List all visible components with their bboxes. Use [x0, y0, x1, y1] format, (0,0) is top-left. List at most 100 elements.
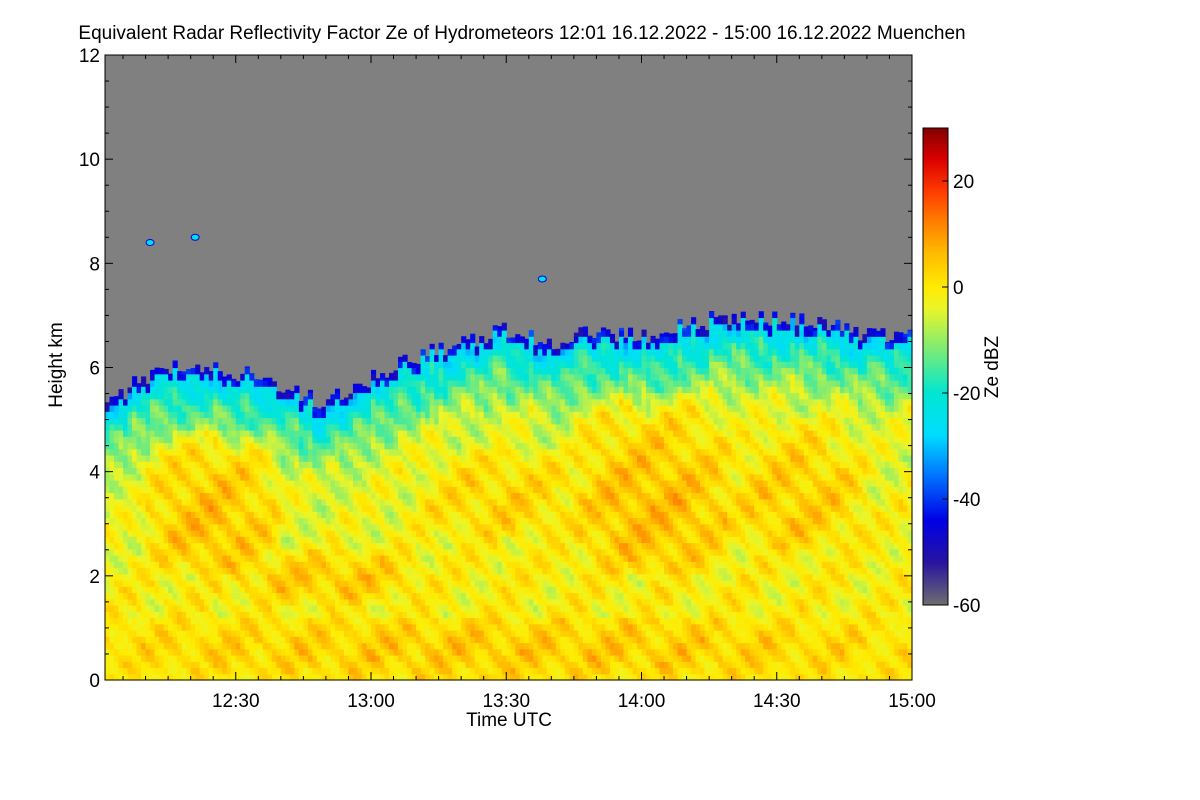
- reflectivity-cell: [542, 548, 548, 556]
- reflectivity-cell: [339, 548, 345, 556]
- reflectivity-cell: [461, 361, 467, 369]
- reflectivity-cell: [159, 380, 165, 387]
- reflectivity-cell: [240, 542, 246, 550]
- reflectivity-cell: [168, 511, 174, 519]
- reflectivity-cell: [118, 436, 124, 444]
- reflectivity-cell: [321, 555, 327, 562]
- reflectivity-cell: [375, 592, 381, 600]
- reflectivity-cell: [479, 548, 485, 556]
- reflectivity-cell: [479, 411, 485, 419]
- reflectivity-cell: [524, 592, 530, 600]
- reflectivity-cell: [172, 392, 178, 400]
- reflectivity-cell: [298, 655, 304, 662]
- reflectivity-cell: [249, 530, 255, 537]
- reflectivity-cell: [452, 617, 458, 625]
- reflectivity-cell: [285, 423, 291, 431]
- reflectivity-cell: [402, 573, 408, 581]
- reflectivity-cell: [488, 392, 494, 400]
- reflectivity-cell: [551, 636, 557, 644]
- reflectivity-cell: [352, 661, 359, 669]
- reflectivity-cell: [537, 373, 543, 381]
- reflectivity-cell: [361, 473, 368, 481]
- reflectivity-cell: [429, 411, 435, 419]
- reflectivity-cell: [204, 430, 210, 437]
- reflectivity-cell: [339, 617, 345, 625]
- reflectivity-cell: [190, 623, 196, 631]
- reflectivity-cell: [213, 473, 219, 481]
- reflectivity-cell: [510, 367, 516, 375]
- reflectivity-cell: [307, 511, 313, 519]
- reflectivity-cell: [307, 655, 313, 662]
- reflectivity-cell: [253, 398, 259, 406]
- reflectivity-cell: [222, 667, 228, 675]
- reflectivity-cell: [109, 573, 115, 581]
- reflectivity-cell: [199, 430, 205, 437]
- reflectivity-cell: [154, 661, 160, 669]
- reflectivity-cell: [398, 673, 404, 681]
- reflectivity-cell: [168, 567, 174, 575]
- reflectivity-cell: [105, 605, 111, 612]
- reflectivity-cell: [276, 561, 282, 569]
- reflectivity-cell: [528, 467, 534, 475]
- reflectivity-cell: [172, 555, 178, 562]
- reflectivity-cell: [384, 561, 390, 569]
- reflectivity-cell: [208, 573, 214, 581]
- reflectivity-cell: [114, 417, 120, 425]
- reflectivity-cell: [154, 380, 160, 387]
- reflectivity-cell: [226, 405, 232, 412]
- reflectivity-cell: [519, 530, 525, 537]
- reflectivity-cell: [533, 548, 539, 556]
- reflectivity-cell: [380, 642, 386, 650]
- reflectivity-cell: [186, 661, 192, 669]
- reflectivity-cell: [352, 555, 359, 562]
- reflectivity-cell: [434, 355, 440, 362]
- reflectivity-cell: [316, 492, 322, 500]
- reflectivity-cell: [190, 442, 196, 450]
- reflectivity-cell: [370, 480, 377, 487]
- reflectivity-cell: [370, 411, 377, 419]
- reflectivity-cell: [546, 373, 552, 381]
- reflectivity-cell: [537, 455, 543, 462]
- reflectivity-cell: [389, 373, 395, 381]
- reflectivity-cell: [425, 611, 431, 619]
- reflectivity-cell: [168, 561, 174, 569]
- reflectivity-cell: [492, 325, 498, 331]
- reflectivity-cell: [429, 492, 435, 500]
- reflectivity-cell: [339, 467, 345, 475]
- reflectivity-cell: [118, 667, 124, 675]
- reflectivity-cell: [483, 480, 489, 487]
- reflectivity-cell: [398, 561, 404, 569]
- reflectivity-cell: [276, 673, 282, 681]
- reflectivity-cell: [492, 442, 498, 450]
- reflectivity-cell: [177, 573, 183, 581]
- reflectivity-cell: [307, 536, 313, 544]
- reflectivity-cell: [533, 455, 539, 462]
- reflectivity-cell: [470, 561, 476, 569]
- reflectivity-cell: [222, 536, 228, 544]
- reflectivity-cell: [231, 605, 237, 612]
- reflectivity-cell: [474, 530, 480, 537]
- reflectivity-cell: [389, 542, 395, 550]
- reflectivity-cell: [533, 611, 539, 619]
- reflectivity-cell: [240, 405, 246, 412]
- reflectivity-cell: [276, 467, 282, 475]
- reflectivity-cell: [231, 630, 237, 637]
- reflectivity-cell: [240, 567, 246, 575]
- reflectivity-cell: [249, 442, 255, 450]
- reflectivity-cell: [249, 467, 255, 475]
- reflectivity-cell: [533, 373, 539, 381]
- reflectivity-cell: [343, 511, 350, 519]
- reflectivity-cell: [384, 442, 390, 450]
- reflectivity-cell: [168, 573, 174, 581]
- reflectivity-cell: [163, 530, 169, 537]
- reflectivity-cell: [447, 480, 453, 487]
- reflectivity-cell: [443, 573, 449, 581]
- reflectivity-cell: [271, 517, 277, 525]
- reflectivity-cell: [262, 480, 268, 487]
- reflectivity-cell: [366, 536, 372, 544]
- reflectivity-cell: [276, 455, 282, 462]
- reflectivity-cell: [519, 355, 525, 362]
- reflectivity-cell: [434, 380, 440, 387]
- reflectivity-cell: [267, 405, 273, 412]
- reflectivity-cell: [375, 480, 381, 487]
